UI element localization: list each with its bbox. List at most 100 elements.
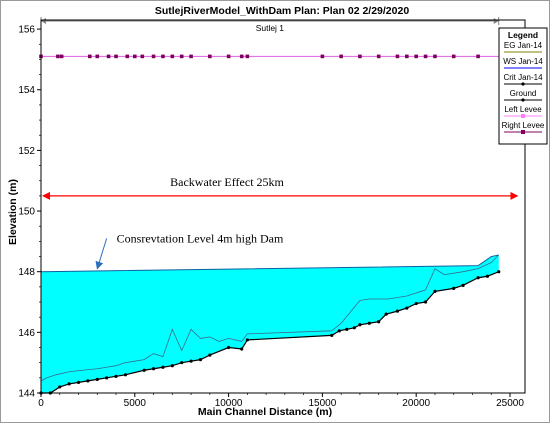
levee-marker [208,54,212,59]
y-tick-label: 146 [18,328,35,339]
ground-point [345,327,349,331]
levee-marker [151,54,156,59]
ground-point [142,368,146,372]
ground-point [452,286,456,290]
legend-entry-marker [521,82,525,86]
ground-point [497,270,501,274]
levee-marker [179,54,184,59]
levee-marker [339,54,343,59]
ground-point [180,361,184,365]
levee-marker [423,54,428,59]
legend-entry-marker [521,98,525,102]
y-tick-label: 150 [18,207,35,218]
levee-marker [320,54,325,59]
ground-point [86,379,90,383]
ground-point [240,347,244,351]
ground-point [367,321,371,325]
levee-marker [414,54,418,59]
ground-point [76,380,81,384]
x-tick-label: 20000 [402,398,430,409]
ground-point [433,289,437,294]
x-tick-label: 25000 [496,398,524,409]
levee-marker [59,54,64,59]
levee-marker [405,54,409,59]
levee-marker [140,54,145,59]
ground-point [245,338,249,342]
ground-point [352,326,356,330]
ground-point [105,376,109,380]
ground-point [476,276,480,280]
y-axis-label: Elevation (m) [7,179,19,245]
plot-border [40,19,526,394]
conservation-annotation: Consrevtation Level 4m high Dam [117,231,284,245]
y-tick-label: 154 [18,85,35,96]
ground-point [189,359,193,363]
y-tick-label: 148 [18,267,35,278]
levee-marker [56,54,60,59]
water-fill-area [41,255,499,393]
ground-point [461,283,465,287]
ground-point [226,345,231,350]
levee-marker [170,54,175,59]
ground-point [198,358,203,362]
reach-arrow-right [493,18,499,24]
ground-point [384,312,388,316]
chart-title: SutlejRiverModel_WithDam Plan: Plan 02 2… [155,5,409,17]
y-tick-label: 152 [18,146,35,157]
levee-marker [226,54,231,59]
levee-marker [132,54,137,59]
legend-entry-label: Right Levee [502,121,545,130]
plot-area: Sutlej 1 Backwater Effect 25km Consrevtati… [18,17,526,409]
reach-arrow-left [41,18,46,24]
levee-marker [358,54,362,59]
x-tick-label: 5000 [124,398,147,409]
x-tick-label: 0 [38,398,44,409]
ground-point [123,373,128,377]
water-surface-line [40,254,499,273]
ground-point [67,382,71,386]
levee-marker [95,54,100,59]
legend: Legend EG Jan-14 WS Jan-14 Crit Jan-14 Grou… [498,27,548,145]
reach-label: Sutlej 1 [256,23,285,33]
legend-box [498,27,548,145]
ground-point [377,320,381,324]
legend-entry-label: Left Levee [504,105,542,114]
levee-marker [245,54,250,59]
ground-point [337,329,341,333]
ground-point [485,274,490,278]
legend-entry-marker [521,130,525,134]
ground-point [170,364,174,368]
backwater-annotation: Backwater Effect 25km [170,175,284,189]
ground-point [58,385,62,389]
ground-point [208,353,212,357]
legend-entry-label: Ground [510,89,537,98]
legend-entry-marker [521,114,525,118]
legend-entry-label: EG Jan-14 [504,41,543,50]
legend-entry-label: Crit Jan-14 [503,73,543,82]
legend-title: Legend [508,30,538,40]
ground-point [395,309,400,313]
ground-point [95,377,99,381]
conservation-arrow [95,238,108,270]
ground-point [114,374,118,378]
x-axis-label: Main Channel Distance (m) [198,406,332,418]
ground-point [423,300,428,304]
crit-profile-line [40,254,500,382]
levee-marker [476,54,480,59]
ground-point [414,301,418,306]
levee-marker [451,54,456,59]
levee-marker [239,54,244,59]
levee-marker [395,54,400,59]
levee-marker [189,54,193,59]
levee-marker [125,54,130,59]
legend-entry-label: WS Jan-14 [503,57,543,66]
ground-point [330,333,334,337]
levee-marker [376,54,381,59]
levee-marker [87,54,92,59]
ground-point [151,367,156,371]
levee-marker [106,54,111,59]
ground-point [358,323,362,327]
levee-marker [161,54,165,59]
levee-marker [433,54,437,59]
